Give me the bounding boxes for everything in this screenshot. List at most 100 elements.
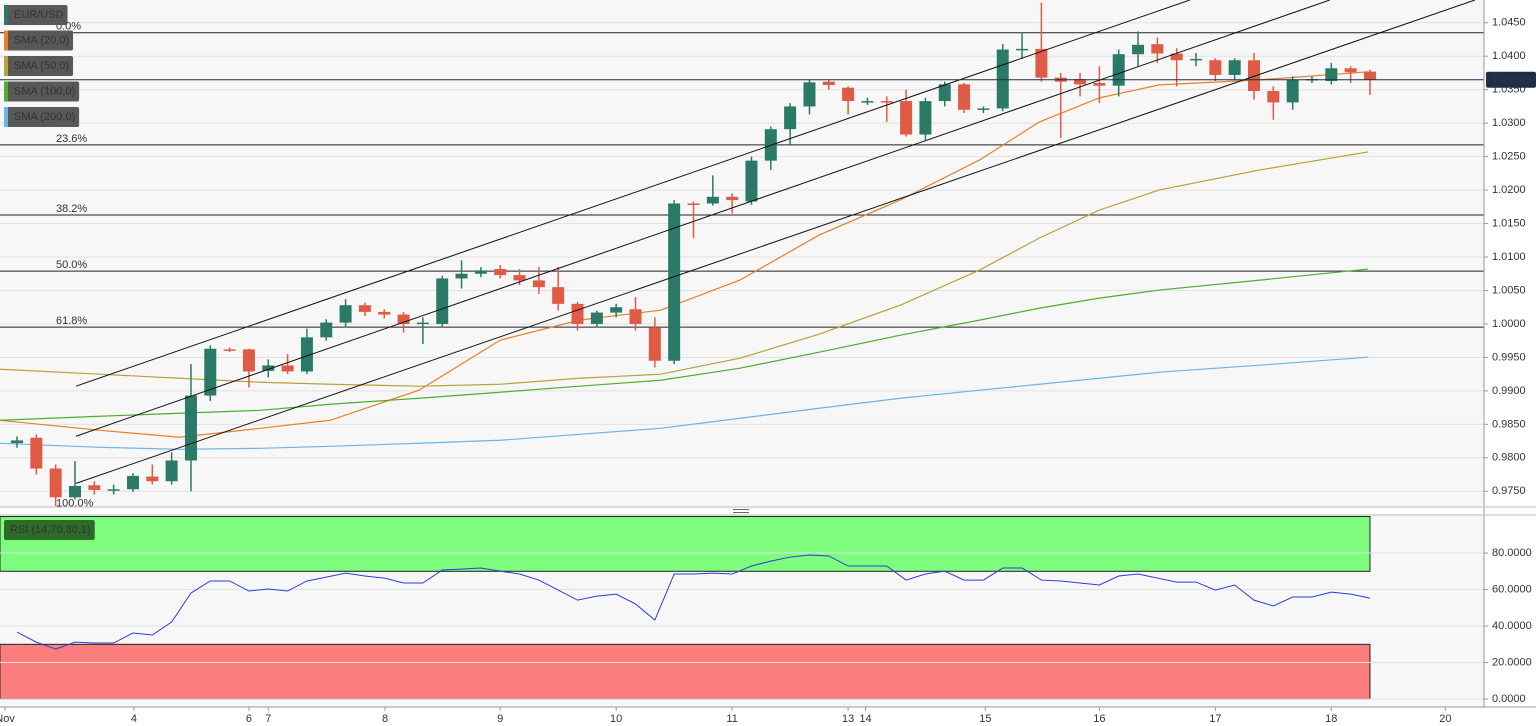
y-tick-label: 1.0200 bbox=[1492, 184, 1526, 196]
last-price-label: 1.03649 bbox=[1491, 74, 1531, 86]
y-tick-label: 0.9950 bbox=[1492, 351, 1526, 363]
y-tick-label: 80.0000 bbox=[1492, 547, 1532, 559]
legend-box bbox=[4, 56, 74, 76]
fib-label: 100.0% bbox=[56, 497, 94, 509]
legend-label: EUR/USD bbox=[14, 9, 64, 21]
candle-body bbox=[68, 485, 81, 498]
legend-label: SMA (50,0) bbox=[14, 60, 69, 72]
x-tick-label: 9 bbox=[497, 713, 503, 725]
y-tick-label: 0.9750 bbox=[1492, 485, 1526, 497]
candle-body bbox=[1016, 48, 1029, 51]
candle-body bbox=[726, 196, 739, 201]
candle-body bbox=[706, 196, 719, 204]
candle-body bbox=[30, 437, 43, 469]
candle-body bbox=[88, 485, 101, 490]
candle-body bbox=[784, 106, 797, 130]
x-tick-label: 14 bbox=[859, 713, 871, 725]
candle-body bbox=[1132, 44, 1145, 55]
candle-body bbox=[880, 101, 893, 103]
candle-body bbox=[223, 349, 236, 351]
candle-body bbox=[1325, 68, 1338, 81]
x-tick-label: 18 bbox=[1325, 713, 1337, 725]
candle-body bbox=[900, 101, 913, 135]
fib-label: 61.8% bbox=[56, 315, 87, 327]
candle-body bbox=[339, 305, 352, 323]
candle-body bbox=[397, 314, 410, 324]
rsi-zone bbox=[0, 516, 1371, 572]
candle-body bbox=[358, 305, 371, 312]
candle-body bbox=[590, 312, 603, 324]
candle-body bbox=[1170, 53, 1183, 61]
candle-body bbox=[1286, 79, 1299, 103]
x-tick-label: 4 bbox=[131, 713, 137, 725]
candle-body bbox=[629, 309, 642, 324]
y-tick-label: 40.0000 bbox=[1492, 620, 1532, 632]
candle-body bbox=[126, 475, 139, 490]
x-tick-label: Nov bbox=[0, 713, 15, 725]
channel-line bbox=[75, 0, 1330, 437]
candle-body bbox=[262, 365, 275, 371]
legend-swatch bbox=[4, 30, 8, 51]
sma-line bbox=[0, 356, 1369, 450]
candle-body bbox=[146, 476, 159, 482]
candle-body bbox=[1228, 60, 1241, 75]
candle-body bbox=[11, 440, 24, 444]
candle-body bbox=[49, 468, 62, 498]
fib-label: 23.6% bbox=[56, 133, 87, 145]
channel-line bbox=[75, 0, 1476, 484]
legend-box bbox=[4, 81, 80, 102]
candle-body bbox=[842, 87, 855, 102]
candle-body bbox=[513, 275, 526, 281]
candle-body bbox=[474, 270, 487, 274]
x-tick-label: 8 bbox=[382, 713, 388, 725]
legend-item: EUR/USD bbox=[4, 5, 68, 25]
x-tick-label: 13 bbox=[842, 713, 854, 725]
legend-box bbox=[4, 520, 95, 540]
candle-body bbox=[242, 349, 255, 372]
y-tick-label: 0.9900 bbox=[1492, 385, 1526, 397]
y-tick-label: 1.0100 bbox=[1492, 251, 1526, 263]
legend-item: SMA (200,0) bbox=[4, 107, 80, 127]
legend-item: SMA (20,0) bbox=[4, 30, 74, 51]
y-tick-label: 1.0300 bbox=[1492, 117, 1526, 129]
candle-body bbox=[281, 365, 294, 372]
candle-body bbox=[803, 82, 816, 107]
candle-body bbox=[378, 311, 391, 315]
candle-body bbox=[958, 84, 971, 110]
candle-body bbox=[668, 203, 681, 361]
legend-box bbox=[4, 5, 68, 25]
candle-body bbox=[1344, 68, 1357, 73]
candle-body bbox=[1074, 78, 1087, 85]
sma-line bbox=[0, 268, 1369, 421]
y-tick-label: 0.9850 bbox=[1492, 418, 1526, 430]
candle-body bbox=[184, 395, 197, 461]
candle-body bbox=[571, 303, 584, 324]
candle-body bbox=[977, 108, 990, 110]
resize-handle[interactable] bbox=[733, 509, 749, 513]
candle-body bbox=[436, 278, 449, 324]
candle-body bbox=[1190, 58, 1203, 61]
candle-body bbox=[822, 81, 835, 86]
y-tick-label: 0.0000 bbox=[1492, 693, 1526, 705]
sma-line bbox=[0, 71, 1369, 438]
x-tick-label: 7 bbox=[265, 713, 271, 725]
legend-swatch bbox=[4, 81, 8, 102]
y-tick-label: 1.0000 bbox=[1492, 318, 1526, 330]
rsi-zone bbox=[0, 643, 1371, 700]
x-tick-label: 6 bbox=[246, 713, 252, 725]
candle-body bbox=[996, 49, 1009, 109]
candle-body bbox=[687, 203, 700, 205]
y-tick-label: 20.0000 bbox=[1492, 656, 1532, 668]
rsi-line bbox=[16, 554, 1371, 650]
legend-box bbox=[4, 107, 80, 127]
candle-body bbox=[1209, 60, 1222, 75]
legend-swatch bbox=[4, 5, 8, 25]
x-tick-label: 20 bbox=[1439, 713, 1451, 725]
legend-swatch bbox=[4, 107, 8, 127]
candle-body bbox=[861, 101, 874, 103]
legend-label: RSI (14,70,30,1) bbox=[10, 524, 91, 536]
y-tick-label: 1.0250 bbox=[1492, 151, 1526, 163]
y-tick-label: 1.0050 bbox=[1492, 284, 1526, 296]
